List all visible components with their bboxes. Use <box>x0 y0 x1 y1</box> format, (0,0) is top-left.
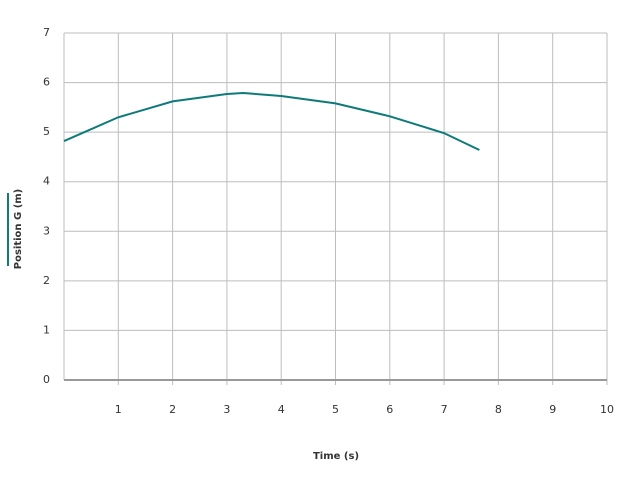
x-tick-label: 1 <box>115 403 122 416</box>
y-tick-label: 2 <box>43 274 50 287</box>
x-tick-label: 6 <box>386 403 393 416</box>
x-tick-label: 2 <box>169 403 176 416</box>
y-tick-label: 5 <box>43 125 50 138</box>
x-tick-label: 9 <box>549 403 556 416</box>
data-line <box>63 91 480 151</box>
x-tick-label: 3 <box>223 403 230 416</box>
y-axis-label: Position G (m) <box>13 189 24 270</box>
y-tick-label: 6 <box>43 76 50 89</box>
x-axis-label: Time (s) <box>313 451 359 462</box>
y-tick-label: 3 <box>43 224 50 237</box>
x-tick-label: 7 <box>441 403 448 416</box>
x-tick-label: 5 <box>332 403 339 416</box>
y-tick-label: 7 <box>43 26 50 39</box>
x-tick-label: 8 <box>495 403 502 416</box>
x-tick-label: 4 <box>278 403 285 416</box>
x-tick-label: 10 <box>600 403 614 416</box>
y-tick-label: 1 <box>43 323 50 336</box>
y-tick-label: 4 <box>43 175 50 188</box>
y-tick-label: 0 <box>43 373 50 386</box>
